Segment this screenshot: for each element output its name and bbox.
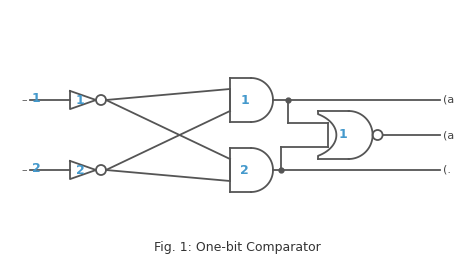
- Text: 2: 2: [32, 162, 41, 176]
- Text: (a: (a: [443, 130, 454, 140]
- Text: (.: (.: [443, 165, 451, 175]
- Text: 1: 1: [75, 93, 84, 107]
- Text: 1: 1: [32, 93, 41, 105]
- Text: –: –: [21, 95, 27, 105]
- Text: 2: 2: [75, 164, 84, 176]
- Text: 2: 2: [240, 164, 249, 176]
- Text: 1: 1: [339, 129, 348, 141]
- Text: Fig. 1: One-bit Comparator: Fig. 1: One-bit Comparator: [154, 241, 320, 255]
- Text: 1: 1: [240, 93, 249, 107]
- Text: (a: (a: [443, 95, 454, 105]
- Text: –: –: [21, 165, 27, 175]
